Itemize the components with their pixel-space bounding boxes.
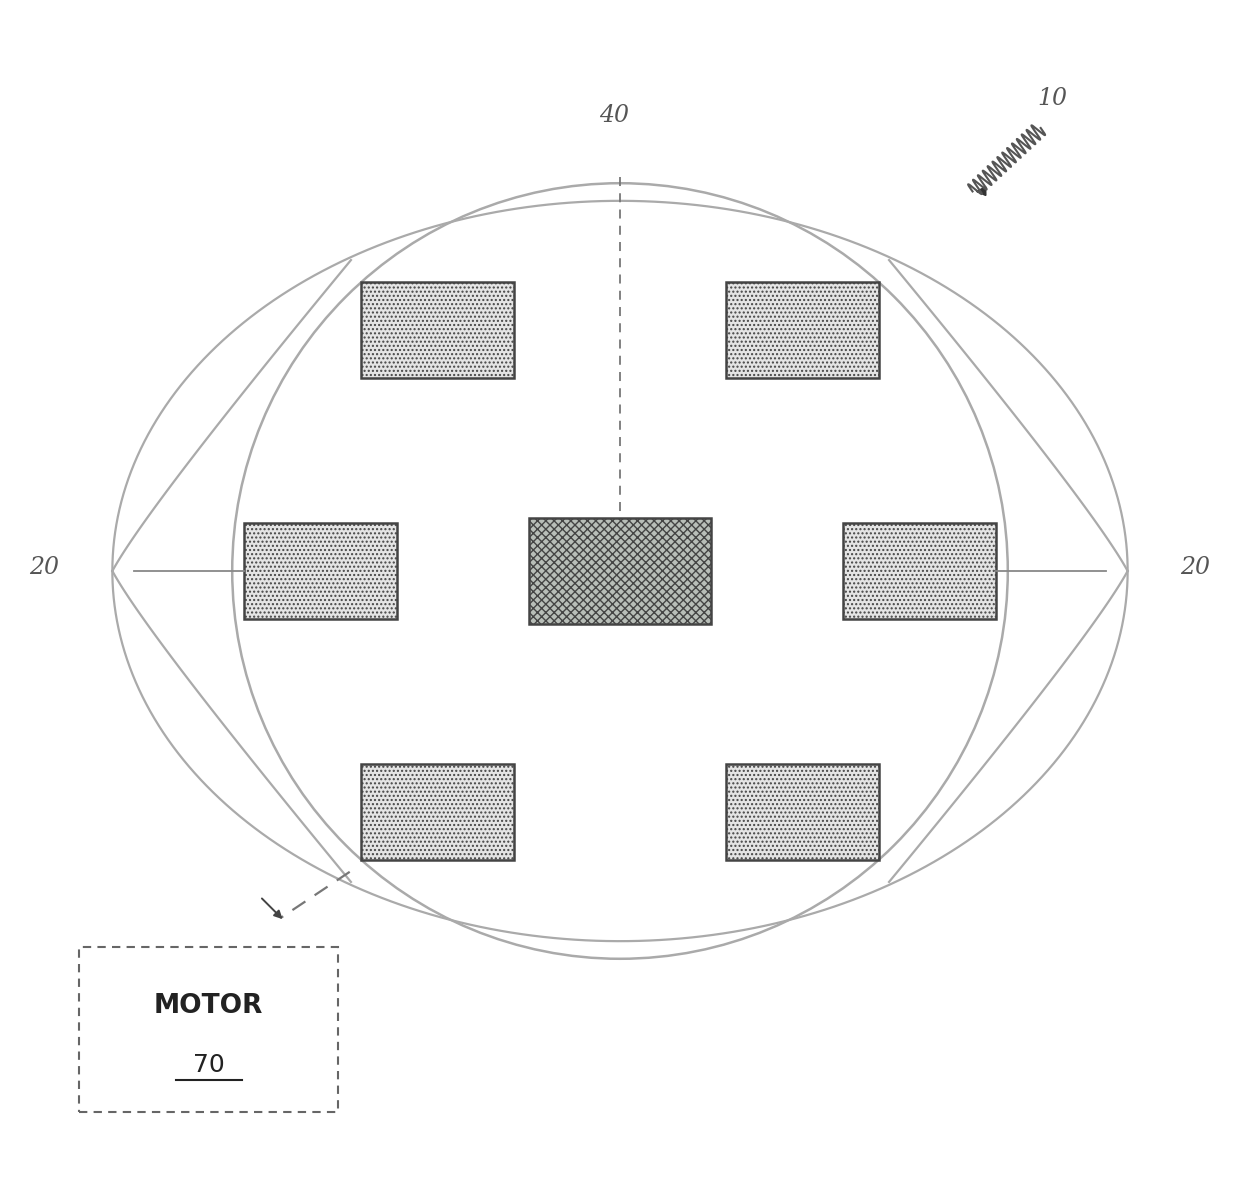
Bar [362, 763, 515, 860]
Bar [843, 523, 996, 619]
Bar [79, 946, 339, 1112]
Text: 40: 40 [599, 103, 629, 127]
Text: MOTOR: MOTOR [154, 993, 263, 1019]
Bar [725, 282, 878, 378]
Bar [244, 523, 397, 619]
Bar [362, 282, 515, 378]
Bar [725, 763, 878, 860]
Text: 10: 10 [1038, 87, 1068, 111]
Bar [529, 518, 711, 624]
Text: 70: 70 [193, 1053, 224, 1077]
Text: 20: 20 [30, 556, 60, 579]
Text: 20: 20 [1180, 556, 1210, 579]
